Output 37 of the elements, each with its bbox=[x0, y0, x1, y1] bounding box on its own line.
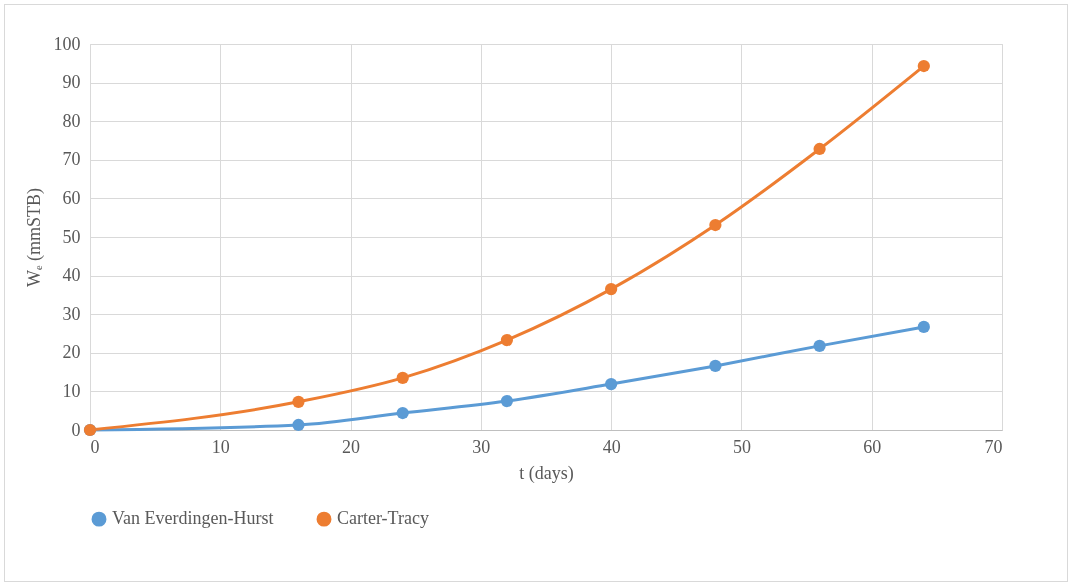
x-axis-title: t (days) bbox=[519, 462, 574, 484]
y-tick-label: 20 bbox=[62, 342, 81, 363]
x-tick-label: 40 bbox=[602, 436, 621, 457]
y-tick-label: 60 bbox=[62, 187, 81, 208]
y-axis-title: Wₑ (mmSTB) bbox=[23, 187, 45, 288]
point bbox=[605, 377, 618, 391]
point bbox=[917, 59, 930, 73]
y-tick-label: 90 bbox=[62, 72, 81, 93]
y-tick-label: 70 bbox=[62, 149, 81, 170]
y-tick-label: 10 bbox=[62, 380, 81, 401]
x-tick-label: 30 bbox=[472, 436, 491, 457]
legend-label: Carter-Tracy bbox=[337, 508, 429, 529]
x-tick-label: 20 bbox=[342, 436, 361, 457]
y-tick-label: 40 bbox=[62, 265, 81, 286]
y-tick-label: 0 bbox=[71, 419, 81, 440]
y-tick-label: 30 bbox=[62, 303, 81, 324]
x-tick-label: 50 bbox=[732, 436, 751, 457]
y-tick-label: 100 bbox=[53, 33, 81, 54]
point bbox=[396, 371, 409, 384]
point bbox=[813, 339, 826, 352]
x-tick-label: 70 bbox=[984, 436, 1003, 457]
point bbox=[709, 218, 722, 232]
point bbox=[500, 333, 514, 347]
point bbox=[709, 359, 722, 373]
x-tick-label: 10 bbox=[211, 436, 230, 457]
x-tick-label: 60 bbox=[863, 436, 882, 457]
legend-label: Van Everdingen-Hurst bbox=[112, 508, 274, 529]
point bbox=[605, 283, 618, 296]
point bbox=[917, 320, 930, 334]
point bbox=[292, 395, 305, 408]
y-tick-label: 50 bbox=[62, 226, 81, 247]
point bbox=[396, 406, 409, 420]
y-tick-label: 80 bbox=[62, 110, 81, 131]
point bbox=[292, 418, 305, 432]
point bbox=[500, 394, 514, 408]
point bbox=[813, 142, 826, 156]
x-tick-label: 0 bbox=[90, 436, 100, 457]
